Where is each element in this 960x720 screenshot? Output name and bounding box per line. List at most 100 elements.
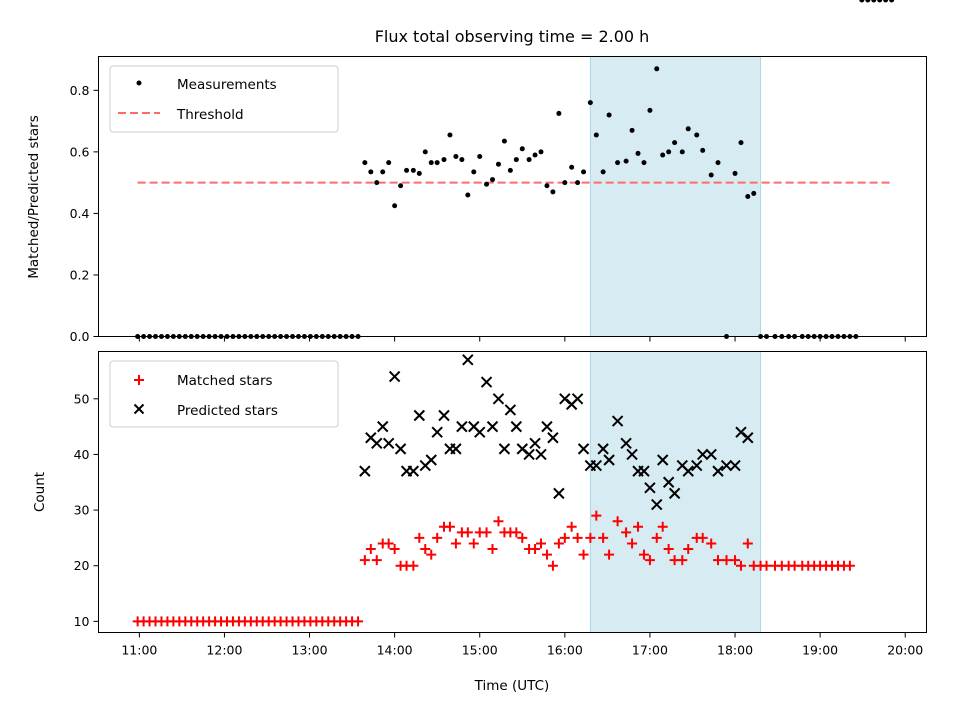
matched-star-point	[663, 544, 674, 555]
matched-star-point	[598, 532, 609, 543]
matched-star-point	[414, 532, 425, 543]
matched-star-point	[359, 555, 370, 566]
measurement-point	[447, 132, 453, 138]
predicted-star-point	[712, 465, 724, 477]
matched-star-point	[371, 555, 382, 566]
legend-matched-label: Matched stars	[177, 373, 273, 389]
legend-measurements-label: Measurements	[177, 77, 277, 93]
measurement-point	[550, 189, 556, 195]
ratio-panel-frame	[98, 56, 927, 337]
matched-star-point	[578, 549, 589, 560]
measurement-point	[392, 203, 398, 209]
measurement-point	[386, 160, 392, 166]
predicted-star-point	[651, 498, 663, 511]
predicted-star-point	[571, 393, 584, 405]
predicted-star-point	[691, 459, 703, 472]
matched-star-point	[432, 532, 443, 543]
x-tick-label: 13:00	[292, 643, 328, 658]
measurement-point	[647, 107, 653, 113]
measurement-point	[526, 157, 532, 163]
predicted-star-point	[377, 420, 389, 433]
measurement-point	[615, 160, 621, 166]
measurement-point	[441, 157, 447, 163]
matched-star-point	[621, 527, 632, 538]
measurement-point	[581, 169, 587, 175]
measurement-point	[700, 147, 706, 153]
predicted-star-point	[456, 420, 468, 433]
matched-star-point	[559, 532, 570, 543]
x-tick-label: 15:00	[462, 643, 498, 658]
measurement-point	[672, 140, 678, 146]
predicted-star-point	[620, 437, 632, 450]
predicted-star-point	[425, 454, 437, 466]
y-tick-label: 0.0	[70, 329, 90, 344]
measurement-point	[404, 167, 410, 173]
matched-star-point	[591, 510, 602, 521]
measurement-point	[532, 152, 538, 158]
predicted-star-point	[431, 426, 443, 438]
measurement-point	[666, 149, 672, 155]
measurement-point	[865, 0, 871, 3]
predicted-star-point	[535, 448, 547, 461]
measurement-point	[685, 126, 691, 132]
matched-star-point	[844, 560, 855, 571]
matched-star-point	[742, 538, 753, 549]
matched-star-point	[706, 538, 717, 549]
predicted-star-point	[486, 420, 499, 433]
measurement-point	[507, 167, 513, 173]
ratio-y-axis-label: Matched/Predicted stars	[26, 115, 42, 278]
measurement-point	[883, 0, 889, 3]
matched-star-point	[585, 532, 596, 543]
predicted-star-point	[662, 476, 675, 488]
measurement-point	[694, 132, 700, 138]
ratio-legend-box	[109, 65, 339, 133]
predicted-star-point	[371, 437, 383, 450]
x-tick-label: 19:00	[802, 643, 838, 658]
matched-star-point	[487, 544, 498, 555]
predicted-star-point	[407, 465, 420, 477]
measurement-point	[732, 170, 738, 176]
predicted-star-point	[529, 437, 541, 450]
measurement-point	[593, 132, 599, 138]
predicted-star-point	[705, 448, 717, 461]
matched-star-point	[462, 527, 473, 538]
predicted-star-point	[729, 459, 741, 472]
matched-star-point	[657, 521, 668, 532]
matched-star-point	[721, 555, 732, 566]
measurement-point	[738, 140, 744, 146]
y-tick-label: 50	[74, 391, 90, 406]
measurement-point	[544, 183, 550, 189]
matched-star-point	[493, 516, 504, 527]
x-axis-label: Time (UTC)	[474, 678, 550, 694]
matched-star-point	[713, 555, 724, 566]
measurement-point	[477, 154, 483, 159]
matched-star-point	[651, 532, 662, 543]
ratio-y-axis: 0.0 0.2 0.4 0.6 0.8	[70, 83, 99, 344]
measurement-point	[519, 146, 525, 152]
measurement-point	[751, 190, 757, 196]
legend-predicted-label: Predicted stars	[177, 403, 278, 419]
predicted-star-point	[597, 443, 609, 455]
matched-star-point	[677, 555, 688, 566]
predicted-star-point	[626, 448, 638, 461]
measurement-point	[715, 160, 721, 166]
measurement-point	[745, 194, 751, 199]
measurement-point	[410, 167, 416, 173]
shaded-interval-rect	[589, 56, 762, 337]
count-y-axis: 10 20 30 40 50	[74, 391, 99, 629]
y-tick-label: 0.6	[70, 144, 90, 159]
measurement-point	[877, 0, 883, 3]
matched-star-point	[730, 555, 741, 566]
measurement-point	[587, 100, 593, 106]
predicted-star-point	[668, 487, 681, 500]
x-tick-label: 18:00	[717, 643, 753, 658]
matched-star-point	[536, 538, 547, 549]
predicted-star-point	[682, 465, 694, 477]
measurement-point	[889, 0, 895, 3]
observing-window-shade	[589, 56, 762, 337]
x-tick-label: 14:00	[377, 643, 413, 658]
measurement-point	[374, 180, 380, 186]
matched-star-point	[612, 516, 623, 527]
measurement-point	[859, 0, 865, 3]
measurement-point	[871, 0, 877, 3]
